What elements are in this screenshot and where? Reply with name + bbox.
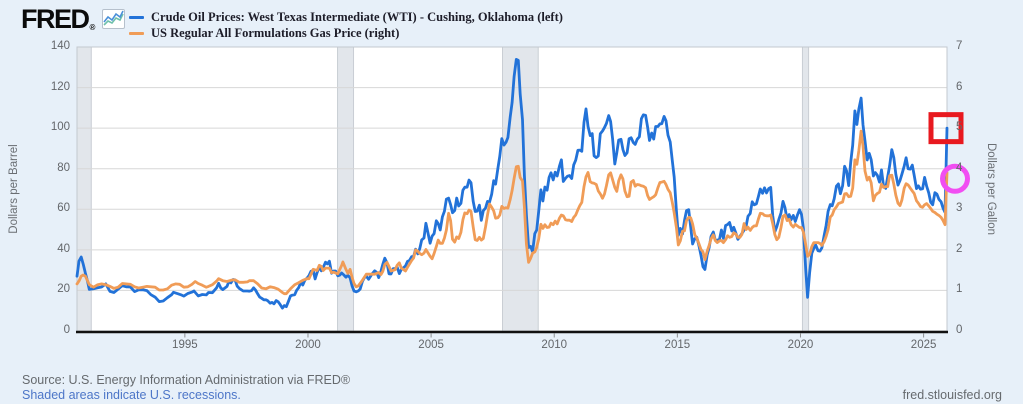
annotation-magenta-circle-highlight: [940, 163, 970, 194]
y-left-tick-0: 0: [63, 324, 70, 336]
recession-note-link[interactable]: Shaded areas indicate U.S. recessions.: [22, 388, 241, 402]
x-tick-2015: 2015: [664, 339, 691, 351]
y-left-tick-40: 40: [57, 242, 70, 255]
fred-logo-text: FRED: [21, 4, 90, 34]
y-right-tick-6: 6: [956, 80, 963, 93]
y-right-tick-4: 4: [956, 161, 963, 174]
legend-swatch-wti: [129, 15, 144, 19]
fred-logo-registered-mark: ®: [89, 23, 96, 32]
legend-item-wti: Crude Oil Prices: West Texas Intermediat…: [129, 9, 563, 25]
legend: Crude Oil Prices: West Texas Intermediat…: [129, 9, 563, 41]
y-left-tick-140: 140: [50, 40, 70, 52]
y-right-tick-2: 2: [956, 242, 963, 255]
fred-logo: FRED®: [21, 4, 96, 35]
x-tick-1995: 1995: [172, 339, 198, 351]
y-right-tick-7: 7: [956, 40, 963, 52]
y-right-tick-0: 0: [956, 324, 963, 336]
annotation-red-box-highlight: [928, 112, 964, 145]
gas-price-line: [75, 129, 949, 296]
y-right-tick-1: 1: [956, 283, 963, 296]
legend-item-gas: US Regular All Formulations Gas Price (r…: [129, 25, 563, 41]
legend-swatch-gas: [129, 31, 144, 35]
y-right-tick-3: 3: [956, 202, 963, 215]
y-left-tick-120: 120: [50, 80, 70, 93]
fred-line-chart-icon: [102, 9, 125, 29]
x-tick-2010: 2010: [541, 339, 568, 351]
y-left-tick-60: 60: [57, 202, 70, 215]
y-left-tick-80: 80: [57, 161, 70, 174]
y-axis-left-title: Dollars per Barrel: [8, 144, 20, 234]
legend-label-gas: US Regular All Formulations Gas Price (r…: [151, 25, 400, 40]
source-text: Source: U.S. Energy Information Administ…: [22, 373, 351, 387]
legend-label-wti: Crude Oil Prices: West Texas Intermediat…: [151, 9, 563, 24]
y-left-tick-20: 20: [57, 283, 70, 296]
recession-band: [802, 47, 809, 331]
x-tick-2000: 2000: [295, 339, 321, 351]
fred-site-url: fred.stlouisfed.org: [902, 388, 1002, 402]
x-tick-2020: 2020: [787, 339, 814, 351]
wti-price-line: [75, 58, 949, 310]
x-tick-2005: 2005: [418, 339, 444, 351]
y-right-tick-5: 5: [956, 121, 963, 134]
x-tick-2025: 2025: [910, 339, 937, 351]
recession-band: [337, 47, 354, 331]
y-axis-right-title: Dollars per Gallon: [985, 142, 997, 236]
y-left-tick-100: 100: [50, 121, 70, 134]
